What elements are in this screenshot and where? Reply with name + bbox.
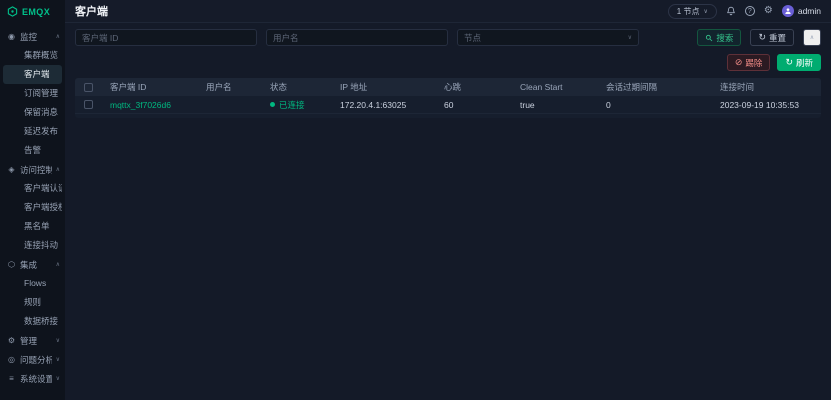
column-header-6: 会话过期间隔 bbox=[606, 81, 720, 93]
sidebar-group-access-control[interactable]: ◈ 访问控制 ∧ bbox=[0, 160, 65, 179]
status-text: 已连接 bbox=[279, 99, 305, 111]
collapse-filter-button[interactable]: ∧ bbox=[803, 29, 821, 46]
row-checkbox[interactable] bbox=[84, 100, 93, 109]
chevron-down-icon: ∨ bbox=[56, 375, 60, 382]
chevron-up-icon: ∧ bbox=[56, 166, 60, 173]
chevron-down-icon: ∨ bbox=[703, 8, 707, 15]
chevron-up-icon: ∧ bbox=[56, 33, 60, 40]
table-header-row: 客户端 ID用户名状态IP 地址心跳Clean Start会话过期间隔连接时间 bbox=[75, 78, 821, 96]
plug-icon: ⬡ bbox=[7, 260, 16, 269]
sidebar-group-diagnose[interactable]: ◎ 问题分析 ∨ bbox=[0, 350, 65, 369]
app-window: EMQX ◉监控∧集群概览客户端订阅管理保留消息延迟发布告警◈访问控制∧客户端认… bbox=[0, 0, 831, 400]
diagnose-icon: ◎ bbox=[7, 355, 16, 364]
chevron-up-icon: ∧ bbox=[810, 34, 814, 41]
filter-bar: 节点 ∨ 搜索 ↻ 重置 ∧ bbox=[75, 29, 821, 46]
select-all-checkbox[interactable] bbox=[84, 83, 93, 92]
sidebar-group-label: 访问控制 bbox=[20, 164, 52, 176]
client-id-filter-input[interactable] bbox=[75, 29, 257, 46]
clients-table: 客户端 ID用户名状态IP 地址心跳Clean Start会话过期间隔连接时间 … bbox=[75, 78, 821, 118]
menu-icon: ≡ bbox=[7, 374, 16, 383]
chevron-down-icon: ∨ bbox=[628, 34, 632, 41]
clean-start-cell: true bbox=[520, 100, 606, 110]
sidebar-group-label: 问题分析 bbox=[20, 354, 52, 366]
node-filter-select[interactable]: 节点 ∨ bbox=[457, 29, 639, 46]
reset-icon: ↻ bbox=[758, 32, 766, 43]
sidebar-item-retained-messages[interactable]: 保留消息 bbox=[3, 103, 62, 122]
sidebar-group-label: 集成 bbox=[20, 259, 52, 271]
sidebar-item-rules[interactable]: 规则 bbox=[3, 293, 62, 312]
sidebar-group-integration[interactable]: ⬡ 集成 ∧ bbox=[0, 255, 65, 274]
column-header-5: Clean Start bbox=[520, 82, 606, 92]
sidebar-item-authentication[interactable]: 客户端认证 bbox=[3, 179, 62, 198]
settings-gear-icon[interactable]: ⚙ bbox=[764, 6, 773, 16]
keepalive-cell: 60 bbox=[444, 100, 520, 110]
search-icon bbox=[705, 34, 713, 42]
sidebar-group-system[interactable]: ≡ 系统设置 ∨ bbox=[0, 369, 65, 388]
connected-dot-icon bbox=[270, 102, 275, 107]
brand-logo[interactable]: EMQX bbox=[0, 0, 65, 23]
sidebar-item-clients[interactable]: 客户端 bbox=[3, 65, 62, 84]
refresh-icon: ↻ bbox=[785, 57, 793, 68]
chevron-up-icon: ∧ bbox=[56, 261, 60, 268]
sidebar-item-authorization[interactable]: 客户端授权 bbox=[3, 198, 62, 217]
sidebar-item-alarms[interactable]: 告警 bbox=[3, 141, 62, 160]
sidebar-item-cluster-overview[interactable]: 集群概览 bbox=[3, 46, 62, 65]
sidebar-item-data-bridges[interactable]: 数据桥接 bbox=[3, 312, 62, 331]
column-header-3: IP 地址 bbox=[340, 81, 444, 93]
column-header-4: 心跳 bbox=[444, 81, 520, 93]
column-header-2: 状态 bbox=[270, 81, 340, 93]
shield-icon: ◈ bbox=[7, 165, 16, 174]
connected-at-cell: 2023-09-19 10:35:53 bbox=[720, 100, 821, 110]
content: 节点 ∨ 搜索 ↻ 重置 ∧ bbox=[65, 23, 831, 118]
sidebar-item-subscriptions[interactable]: 订阅管理 bbox=[3, 84, 62, 103]
sidebar-group-monitoring[interactable]: ◉ 监控 ∧ bbox=[0, 27, 65, 46]
sidebar-group-management[interactable]: ⚙ 管理 ∨ bbox=[0, 331, 65, 350]
sidebar-item-flapping-detect[interactable]: 连接抖动 bbox=[3, 236, 62, 255]
help-icon[interactable]: ? bbox=[745, 6, 755, 16]
main-area: 客户端 1 节点 ∨ ? ⚙ bbox=[65, 0, 831, 400]
kick-out-icon: ⊘ bbox=[735, 57, 743, 68]
gauge-icon: ◉ bbox=[7, 32, 16, 41]
brand-name: EMQX bbox=[22, 7, 50, 17]
reset-button[interactable]: ↻ 重置 bbox=[750, 29, 794, 46]
chevron-down-icon: ∨ bbox=[56, 337, 60, 344]
table-row: mqttx_3f7026d6 已连接 172.20.4.1:6302560true0… bbox=[75, 96, 821, 114]
header-controls: 1 节点 ∨ ? ⚙ admin bbox=[668, 4, 821, 19]
top-header: 客户端 1 节点 ∨ ? ⚙ bbox=[65, 0, 831, 23]
table-toolbar: ⊘ 踢除 ↻ 刷新 bbox=[75, 54, 821, 71]
sidebar-group-label: 管理 bbox=[20, 335, 52, 347]
sidebar-item-flows[interactable]: Flows bbox=[3, 274, 62, 293]
search-button[interactable]: 搜索 bbox=[697, 29, 741, 46]
gear-icon: ⚙ bbox=[7, 336, 16, 345]
page-title: 客户端 bbox=[75, 3, 108, 19]
sidebar: EMQX ◉ 监控 ∧ 集群概览客户端订阅管理保留消息延迟发布告警 ◈ 访问控制 ∧ 客户端认… bbox=[0, 0, 65, 400]
table-body: mqttx_3f7026d6 已连接 172.20.4.1:6302560true0… bbox=[75, 96, 821, 114]
avatar bbox=[782, 5, 794, 17]
sidebar-item-delayed-publish[interactable]: 延迟发布 bbox=[3, 122, 62, 141]
refresh-button[interactable]: ↻ 刷新 bbox=[777, 54, 821, 71]
nodes-dropdown[interactable]: 1 节点 ∨ bbox=[668, 4, 717, 19]
nodes-dropdown-label: 1 节点 bbox=[677, 6, 700, 17]
username-filter-input[interactable] bbox=[266, 29, 448, 46]
client-id-link[interactable]: mqttx_3f7026d6 bbox=[110, 100, 206, 110]
column-header-1: 用户名 bbox=[206, 81, 270, 93]
node-filter-placeholder: 节点 bbox=[464, 32, 628, 44]
user-name: admin bbox=[798, 6, 821, 16]
ip-address-cell: 172.20.4.1:63025 bbox=[340, 100, 444, 110]
alarm-bell-icon[interactable] bbox=[726, 6, 736, 16]
session-expiry-cell: 0 bbox=[606, 100, 720, 110]
column-header-7: 连接时间 bbox=[720, 81, 821, 93]
sidebar-nav: ◉ 监控 ∧ 集群概览客户端订阅管理保留消息延迟发布告警 ◈ 访问控制 ∧ 客户端认证客户端授… bbox=[0, 23, 65, 400]
kick-out-button[interactable]: ⊘ 踢除 bbox=[727, 54, 771, 71]
user-menu[interactable]: admin bbox=[782, 5, 821, 17]
sidebar-item-banned-clients[interactable]: 黑名单 bbox=[3, 217, 62, 236]
status-badge: 已连接 bbox=[270, 99, 340, 111]
chevron-down-icon: ∨ bbox=[56, 356, 60, 363]
emqx-logo-icon bbox=[7, 6, 18, 17]
sidebar-group-label: 监控 bbox=[20, 31, 52, 43]
sidebar-group-label: 系统设置 bbox=[20, 373, 52, 385]
column-header-0: 客户端 ID bbox=[110, 81, 206, 93]
